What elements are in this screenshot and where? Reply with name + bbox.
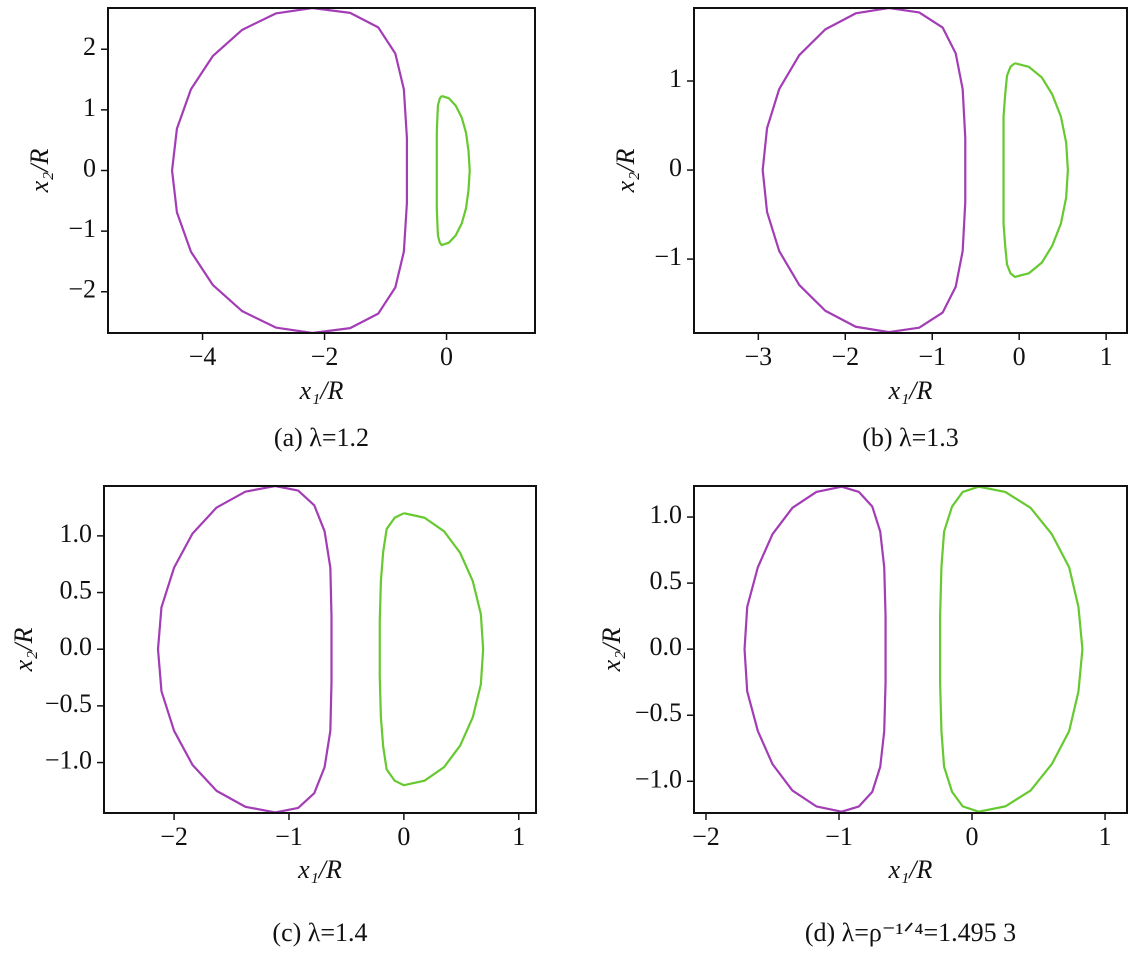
y-tick-label: −2 xyxy=(68,275,96,304)
x-tick-label: −3 xyxy=(745,342,773,371)
x-axis-label: x₁/R xyxy=(297,855,342,884)
x-tick-label: 0 xyxy=(966,822,979,851)
x-tick-label: 1 xyxy=(1099,822,1112,851)
caption: (d) λ=ρ⁻¹ᐟ⁴=1.495 3 xyxy=(805,918,1016,947)
axes-frame xyxy=(103,485,537,814)
y-tick-label: 1.0 xyxy=(650,500,683,529)
y-tick-label: −1.0 xyxy=(635,764,682,793)
y-axis-label: x₂/R xyxy=(597,628,626,673)
x-axis-label: x₁/R xyxy=(299,376,344,405)
caption: (c) λ=1.4 xyxy=(272,918,367,947)
y-tick-label: 0.5 xyxy=(650,566,683,595)
y-tick-label: 0 xyxy=(83,153,96,182)
x-axis-label: x₁/R xyxy=(888,855,933,884)
y-tick-label: 1.0 xyxy=(60,519,93,548)
x-tick-label: −1 xyxy=(918,342,946,371)
axes-frame xyxy=(693,485,1128,814)
x-tick-label: −2 xyxy=(160,822,188,851)
curve xyxy=(1002,62,1069,278)
y-tick-label: 0.0 xyxy=(650,632,683,661)
y-tick-label: 1 xyxy=(83,93,96,122)
caption: (b) λ=1.3 xyxy=(862,423,959,452)
caption: (a) λ=1.2 xyxy=(274,423,369,452)
y-tick-label: −1.0 xyxy=(45,746,92,775)
y-tick-label: −0.5 xyxy=(635,698,682,727)
y-tick-label: 0.5 xyxy=(60,576,93,605)
x-tick-label: 0 xyxy=(1013,342,1026,371)
y-tick-label: 0.0 xyxy=(60,632,93,661)
x-tick-label: 0 xyxy=(440,342,453,371)
x-tick-label: 1 xyxy=(1100,342,1113,371)
curve xyxy=(939,486,1084,813)
y-axis-label: x₂/R xyxy=(9,628,38,673)
y-tick-label: 1 xyxy=(669,64,682,93)
curve xyxy=(378,512,485,787)
y-tick-label: −1 xyxy=(654,242,682,271)
x-tick-label: 0 xyxy=(397,822,410,851)
y-tick-label: 2 xyxy=(83,32,96,61)
y-axis-label: x₂/R xyxy=(25,149,54,194)
x-tick-label: −4 xyxy=(189,342,217,371)
y-tick-label: −0.5 xyxy=(45,689,92,718)
curve xyxy=(761,8,967,333)
y-tick-label: −1 xyxy=(68,214,96,243)
curve xyxy=(435,94,471,247)
x-axis-label: x₁/R xyxy=(888,376,933,405)
x-tick-label: 1 xyxy=(512,822,525,851)
x-tick-label: −2 xyxy=(311,342,339,371)
y-axis-label: x₂/R xyxy=(611,149,640,194)
x-tick-label: −2 xyxy=(831,342,859,371)
curve xyxy=(170,8,408,333)
curve xyxy=(156,486,333,813)
axes-frame xyxy=(107,7,536,334)
curve xyxy=(743,486,887,813)
y-tick-label: 0 xyxy=(669,153,682,182)
x-tick-label: −1 xyxy=(275,822,303,851)
x-tick-label: −1 xyxy=(825,822,853,851)
x-tick-label: −2 xyxy=(692,822,720,851)
axes-frame xyxy=(693,7,1128,334)
